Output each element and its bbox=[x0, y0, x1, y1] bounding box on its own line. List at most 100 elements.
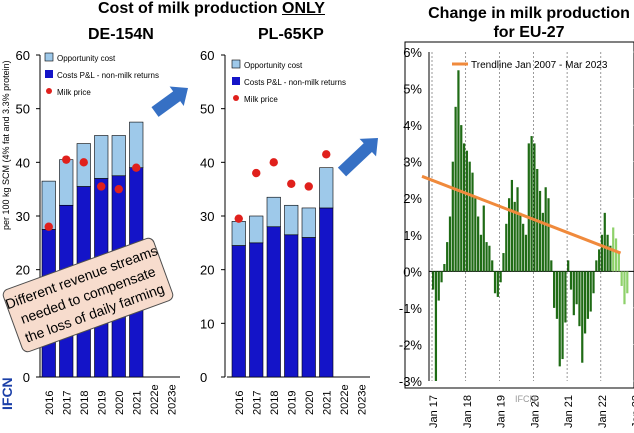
pl-bar-costs bbox=[231, 245, 246, 378]
eu-change-bar bbox=[485, 242, 488, 272]
eu-change-bar bbox=[617, 253, 620, 272]
eu-change-bar bbox=[595, 260, 598, 272]
pl-chart-title: PL-65KP bbox=[258, 26, 324, 43]
eu-ytick-label: -2% bbox=[399, 337, 423, 352]
pl-ytick-label: 60 bbox=[200, 48, 214, 63]
eu-change-bar bbox=[578, 271, 581, 327]
eu-change-bar bbox=[583, 271, 587, 334]
de-xtick-label: 2023e bbox=[166, 384, 178, 415]
de-milk-price-point bbox=[62, 155, 71, 164]
pl-bar-costs bbox=[319, 207, 334, 378]
left-chart-title: Cost of milk production ONLY bbox=[98, 0, 325, 17]
pl-bar-costs bbox=[301, 237, 316, 378]
eu-change-bar bbox=[569, 271, 573, 290]
eu-change-bar bbox=[581, 271, 584, 363]
pl-bar-opportunity bbox=[266, 196, 281, 228]
de-milk-price-point bbox=[44, 222, 53, 231]
eu-ytick-label: 3% bbox=[403, 155, 422, 170]
de-ytick-label: 30 bbox=[16, 209, 30, 224]
eu-change-bar bbox=[541, 212, 544, 272]
pl-legend-milk: Milk price bbox=[244, 95, 278, 104]
eu-change-bar bbox=[432, 271, 435, 290]
eu-ytick-label: 0% bbox=[403, 264, 422, 279]
eu-change-bar bbox=[460, 125, 463, 272]
eu-change-bar bbox=[457, 70, 460, 272]
eu-change-bar bbox=[553, 271, 556, 308]
eu-change-bar bbox=[620, 271, 623, 286]
eu-change-bar bbox=[530, 136, 533, 272]
eu-ytick-label: 2% bbox=[403, 191, 422, 206]
eu-change-bar bbox=[586, 271, 589, 319]
eu-ytick-label: -1% bbox=[399, 301, 423, 316]
de-bar-opportunity bbox=[41, 180, 56, 230]
de-trend-arrow bbox=[151, 86, 188, 117]
eu-xtick-label: Jan 22 bbox=[597, 395, 609, 428]
pl-ytick-label: 40 bbox=[200, 155, 214, 170]
eu-change-bar bbox=[522, 223, 525, 272]
eu-trendline bbox=[421, 174, 622, 255]
de-xtick-label: 2018 bbox=[79, 391, 91, 415]
pl-xtick-label: 2020 bbox=[304, 391, 316, 415]
eu-change-bar bbox=[474, 198, 477, 272]
eu-change-bar bbox=[598, 249, 601, 272]
eu-change-bar bbox=[603, 212, 606, 272]
de-milk-price-point bbox=[97, 182, 106, 191]
pl-legend-opportunity: Opportunity cost bbox=[244, 61, 303, 70]
de-ytick-label: 50 bbox=[16, 102, 30, 117]
eu-change-bar bbox=[491, 260, 494, 272]
eu-change-bar bbox=[482, 205, 485, 272]
eu-change-bar bbox=[488, 245, 491, 272]
ifcn-logo-text: IFCN bbox=[0, 377, 15, 410]
eu-change-bar bbox=[600, 234, 604, 272]
de-legend-costs: Costs P&L - non-milk returns bbox=[57, 71, 159, 80]
eu-change-bar bbox=[440, 271, 443, 283]
de-milk-price-point bbox=[79, 158, 88, 167]
eu-change-bar bbox=[609, 245, 612, 272]
de-bar-opportunity bbox=[129, 121, 144, 169]
eu-change-bar bbox=[572, 271, 575, 316]
eu-change-bar bbox=[516, 187, 519, 272]
de-xtick-label: 2021 bbox=[131, 391, 143, 415]
eu-change-bar bbox=[524, 234, 528, 272]
eu-xtick-label: Jan 18 bbox=[462, 395, 474, 428]
pl-xtick-label: 2018 bbox=[269, 391, 281, 415]
de-xtick-label: 2020 bbox=[114, 391, 126, 415]
pl-legend-swatch-opportunity bbox=[231, 59, 241, 69]
de-legend-milk: Milk price bbox=[57, 88, 91, 97]
de-chart-title: DE-154N bbox=[88, 26, 154, 43]
de-legend-opportunity: Opportunity cost bbox=[57, 54, 116, 63]
pl-milk-price-point bbox=[322, 150, 331, 159]
pl-legend-swatch-milk bbox=[233, 95, 239, 101]
eu-change-bar bbox=[471, 172, 474, 272]
pl-xtick-label: 2016 bbox=[234, 391, 246, 415]
pl-milk-price-point bbox=[234, 214, 243, 223]
eu-ytick-label: 6% bbox=[403, 45, 422, 60]
de-ytick-label: 60 bbox=[16, 48, 30, 63]
pl-milk-price-point bbox=[287, 179, 296, 188]
pl-xtick-label: 2019 bbox=[286, 391, 298, 415]
pl-legend-costs: Costs P&L - non-milk returns bbox=[244, 78, 346, 87]
eu-ytick-label: 5% bbox=[403, 82, 422, 97]
pl-bar-costs bbox=[284, 234, 299, 378]
eu-change-bar bbox=[558, 271, 561, 367]
eu-change-bar bbox=[505, 223, 508, 272]
pl-milk-price-point bbox=[269, 158, 278, 167]
eu-change-bar bbox=[502, 253, 505, 272]
eu-change-bar bbox=[544, 187, 547, 272]
eu-chart-frame bbox=[404, 41, 634, 389]
eu-change-bar bbox=[626, 271, 629, 294]
eu-change-bar bbox=[555, 271, 559, 319]
eu-change-bar bbox=[493, 271, 497, 294]
eu-change-bar bbox=[550, 260, 553, 272]
eu-change-bar bbox=[519, 212, 522, 272]
eu-change-bar bbox=[606, 234, 609, 272]
eu-change-bar bbox=[462, 143, 466, 272]
eu-change-bar bbox=[446, 242, 449, 272]
eu-change-bar bbox=[479, 234, 483, 272]
eu-ytick-label: 1% bbox=[403, 228, 422, 243]
de-xtick-label: 2022e bbox=[149, 384, 161, 415]
pl-milk-price-point bbox=[304, 182, 313, 191]
eu-change-bar bbox=[507, 198, 511, 272]
pl-bar-opportunity bbox=[231, 221, 246, 246]
eu-change-bar bbox=[513, 201, 516, 272]
